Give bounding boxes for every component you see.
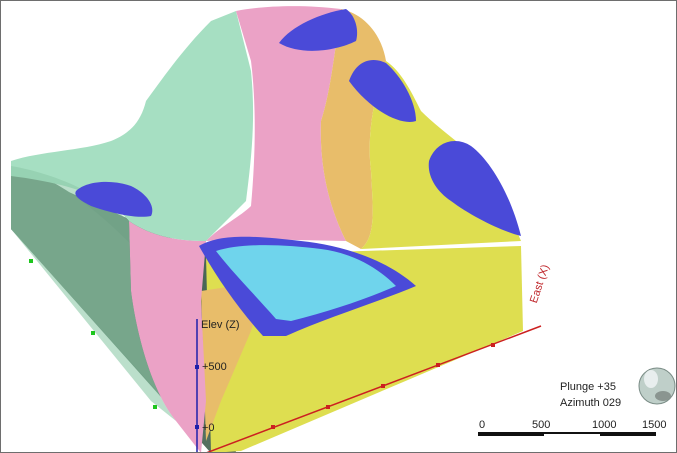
east-axis-line (206, 325, 542, 452)
azimuth-readout: Azimuth 029 (560, 397, 622, 409)
globe-shadow (655, 391, 671, 401)
blue-patch-top (279, 9, 358, 51)
blue-patch-right (428, 141, 521, 236)
elev-tick-500 (195, 365, 199, 369)
elevation-axis-label: Elev (Z) (201, 319, 240, 331)
blue-patch-right-top (349, 60, 416, 122)
globe-highlight (644, 370, 658, 388)
north-axis-ticks (29, 259, 157, 409)
cyan-basin (216, 245, 396, 321)
scale-label-1000: 1000 (592, 419, 617, 431)
green-surface (11, 11, 254, 241)
east-axis-ticks (271, 343, 495, 429)
orange-front-strip (201, 281, 266, 441)
green-surface-front (11, 166, 176, 421)
pink-lower (129, 221, 206, 452)
pink-surface (206, 6, 346, 242)
scale-label-0: 0 (479, 419, 486, 431)
elev-tick-0 (195, 425, 199, 429)
elevation-tick-label-0: +0 (202, 422, 215, 434)
plunge-readout: Plunge +35 (560, 381, 616, 393)
elevation-tick-label-500: +500 (202, 361, 227, 373)
scale-label-500: 500 (532, 419, 551, 431)
blue-patch-left (75, 181, 153, 217)
scale-label-1500: 1500 (642, 419, 667, 431)
scale-bar (478, 432, 656, 436)
